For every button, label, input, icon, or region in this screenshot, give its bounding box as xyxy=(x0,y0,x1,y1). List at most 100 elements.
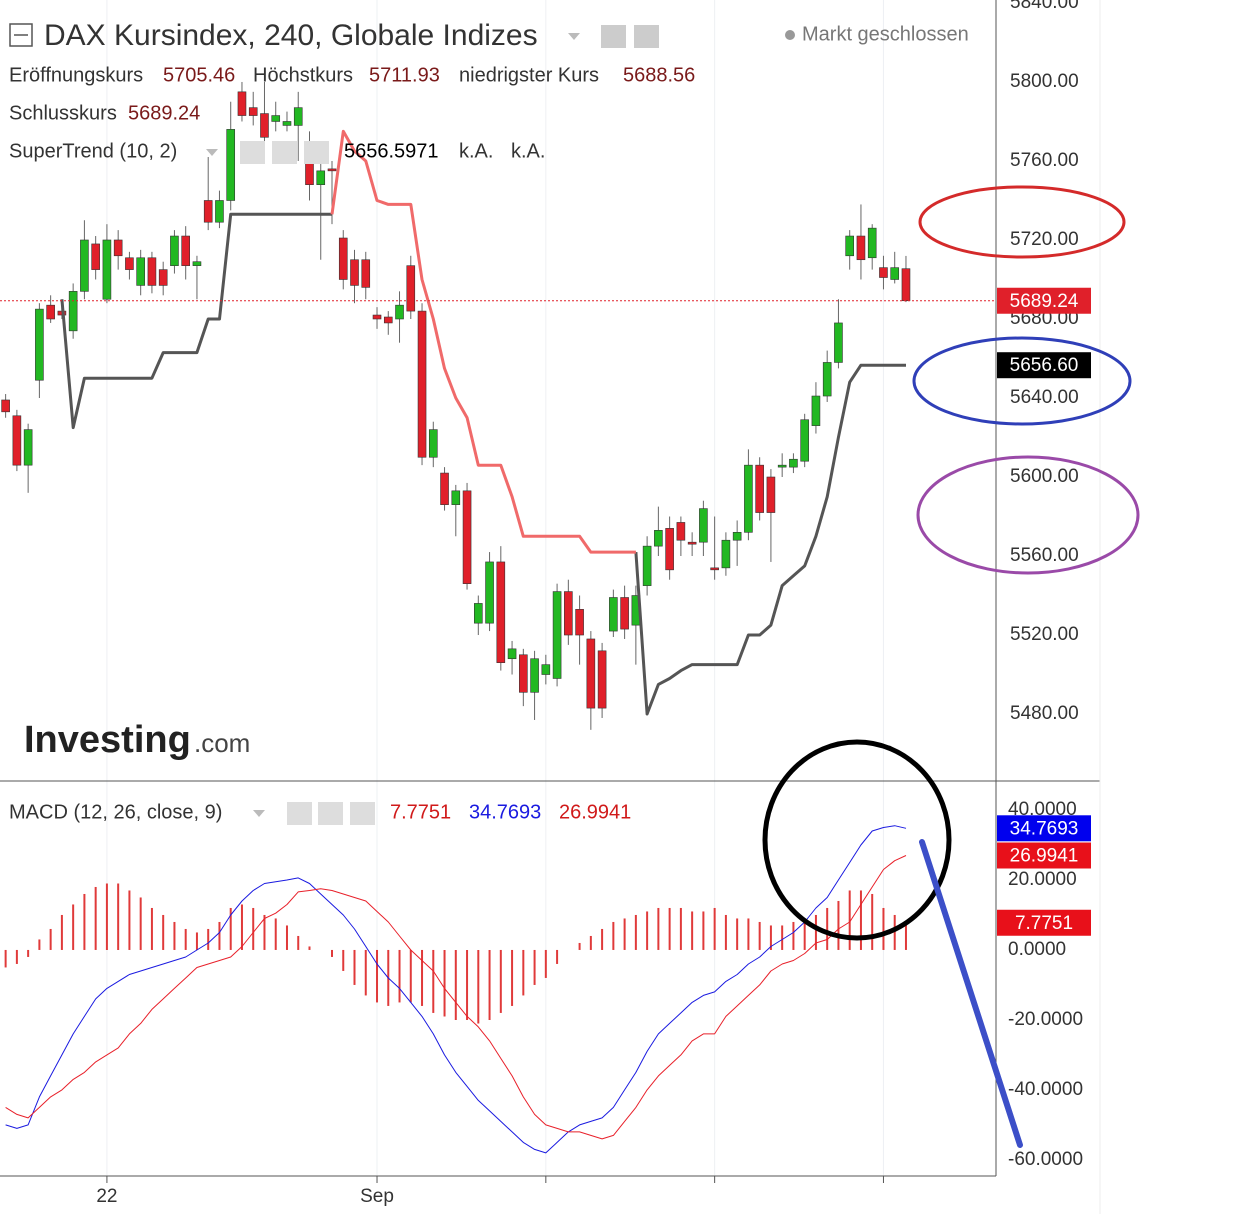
candle-body xyxy=(293,107,303,126)
candle-body xyxy=(665,528,674,571)
candle-body xyxy=(147,257,157,286)
gear-icon[interactable] xyxy=(272,141,297,164)
candle-body xyxy=(564,591,573,636)
annotation-ellipse xyxy=(916,455,1140,575)
candle-body xyxy=(102,239,112,300)
candle-body xyxy=(856,235,866,261)
candle-body xyxy=(732,532,742,541)
supertrend-up xyxy=(634,363,906,716)
labels-layer: 5480.005520.005560.005600.005640.005680.… xyxy=(96,0,1091,1207)
candle-body xyxy=(417,310,427,458)
open-label: Eröffnungskurs xyxy=(9,64,143,86)
candle-body xyxy=(383,316,393,324)
x-tick-label: 22 xyxy=(96,1186,117,1207)
marks-layer xyxy=(0,81,996,1154)
candle-body xyxy=(462,490,472,584)
candle-body xyxy=(406,265,416,312)
macd-last-box xyxy=(997,815,1091,842)
candle-body xyxy=(777,464,787,468)
supertrend-up xyxy=(60,212,332,430)
supertrend-down xyxy=(330,129,636,554)
annotation-ellipse xyxy=(912,336,1132,426)
candle-body xyxy=(451,490,461,505)
histogram-last-label: 7.7751 xyxy=(1015,913,1073,934)
dropdown-arrow[interactable] xyxy=(253,810,265,817)
gear-icon[interactable] xyxy=(318,802,343,825)
candle-body xyxy=(620,597,629,630)
candle-body xyxy=(1,399,10,413)
macd-name: MACD (12, 26, close, 9) xyxy=(9,801,222,823)
candle-body xyxy=(789,458,798,468)
eye-icon[interactable] xyxy=(601,25,626,48)
candle-body xyxy=(474,603,483,624)
candle-body xyxy=(834,322,843,363)
candle-body xyxy=(350,259,359,286)
candle-body xyxy=(597,650,607,709)
collapse-icon[interactable] xyxy=(9,23,33,47)
candle-body xyxy=(744,464,753,533)
y-tick-label: 20.0000 xyxy=(1008,869,1077,890)
candle-body xyxy=(676,522,686,541)
annotation-ellipse xyxy=(918,185,1126,259)
y-tick-label: -20.0000 xyxy=(1008,1009,1083,1030)
last-price-box xyxy=(997,287,1091,314)
dropdown-arrow[interactable] xyxy=(568,33,580,40)
candle-body xyxy=(260,113,269,138)
candle-body xyxy=(316,170,326,185)
eye-icon[interactable] xyxy=(287,802,312,825)
candle-body xyxy=(125,257,134,270)
signal-line xyxy=(5,855,907,1140)
dropdown-arrow[interactable] xyxy=(206,149,218,156)
gear-icon[interactable] xyxy=(634,25,659,48)
candle-body xyxy=(721,539,731,569)
y-tick-label: 5640.00 xyxy=(1010,387,1079,408)
indicator-name: SuperTrend (10, 2) xyxy=(9,140,177,162)
candle-body xyxy=(428,429,438,458)
y-tick-label: 5480.00 xyxy=(1010,703,1079,724)
candle-body xyxy=(192,261,202,266)
candle-body xyxy=(440,472,449,505)
candle-body xyxy=(327,168,337,172)
candle-body xyxy=(181,235,190,266)
candle-body xyxy=(113,239,123,257)
candle-body xyxy=(822,362,832,397)
eye-icon[interactable] xyxy=(240,141,265,164)
y-tick-label: -60.0000 xyxy=(1008,1149,1083,1170)
candle-body xyxy=(46,304,55,320)
annotation-arrow-line xyxy=(919,839,1023,1148)
candle-body xyxy=(530,658,539,693)
candle-body xyxy=(519,654,528,693)
status-dot xyxy=(785,30,795,40)
y-tick-label: 40.0000 xyxy=(1008,799,1077,820)
supertrend-box xyxy=(997,352,1091,379)
candle-body xyxy=(248,107,258,116)
candle-body xyxy=(541,664,551,675)
candle-body xyxy=(485,561,494,624)
candle-body xyxy=(642,545,652,586)
candle-body xyxy=(271,115,281,122)
supertrend-label: 5656.60 xyxy=(1010,355,1079,376)
candle-body xyxy=(23,429,33,466)
candle-body xyxy=(170,235,179,266)
candle-body xyxy=(282,121,292,126)
open-value: 5705.46 xyxy=(163,64,235,86)
histogram-last-box xyxy=(997,909,1091,936)
candle-body xyxy=(507,648,517,660)
close-label: Schlusskurs xyxy=(9,102,117,124)
signal-last-label: 26.9941 xyxy=(1010,846,1079,867)
candle-body xyxy=(654,530,663,547)
y-tick-label: 0.0000 xyxy=(1008,939,1066,960)
y-tick-label: 5720.00 xyxy=(1010,229,1079,250)
close-icon[interactable] xyxy=(304,141,329,164)
candle-body xyxy=(215,200,224,223)
candle-body xyxy=(800,419,809,462)
candle-body xyxy=(699,508,708,543)
y-tick-label: 5520.00 xyxy=(1010,624,1079,645)
macd-last-label: 34.7693 xyxy=(1010,818,1079,839)
close-icon[interactable] xyxy=(350,802,375,825)
candle-body xyxy=(203,200,213,223)
watermark: Investing xyxy=(24,719,191,761)
candle-body xyxy=(552,591,562,679)
low-label: niedrigster Kurs xyxy=(459,64,599,86)
